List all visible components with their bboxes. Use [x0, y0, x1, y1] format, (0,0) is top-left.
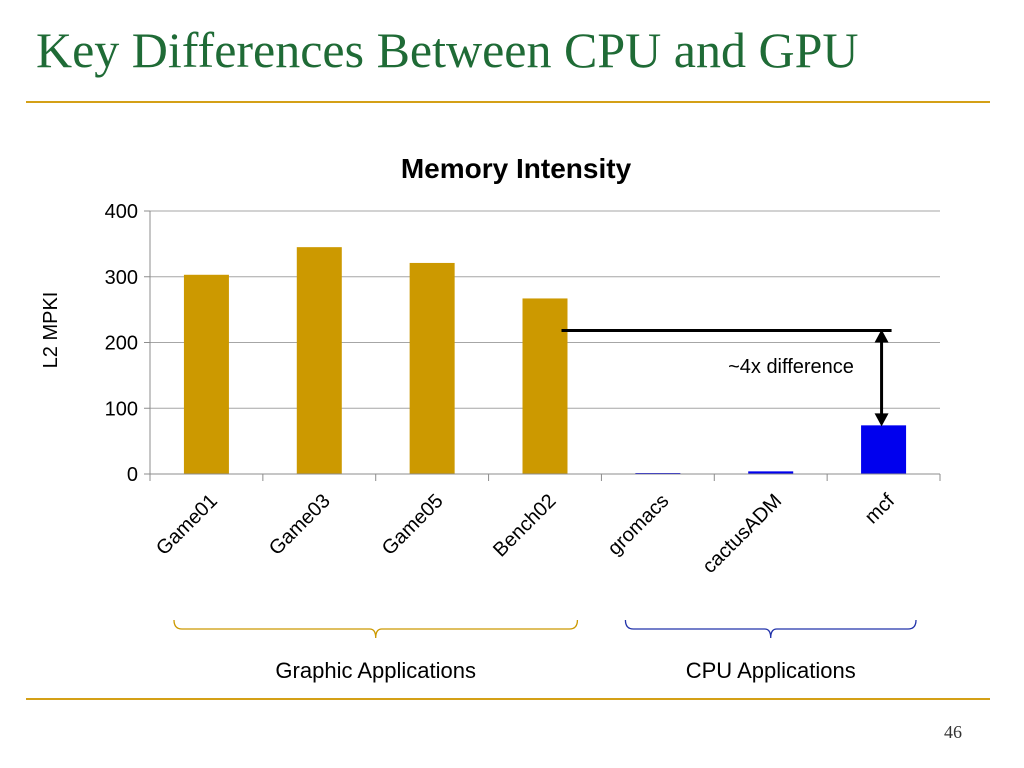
- bars: [183, 247, 907, 474]
- annotation-arrow-head-down: [874, 413, 889, 427]
- y-tick-label: 200: [105, 333, 138, 355]
- annotation: ~4x difference: [561, 328, 892, 427]
- annotation-label: ~4x difference: [728, 356, 854, 378]
- bar-Bench02: [522, 298, 568, 474]
- annotation-arrow-head-up: [874, 329, 889, 343]
- group-label-1: CPU Applications: [686, 658, 856, 683]
- category-label-Game05: Game05: [378, 490, 448, 560]
- y-axis-label: L2 MPKI: [40, 292, 62, 369]
- category-label-gromacs: gromacs: [604, 490, 674, 560]
- bar-Game01: [183, 274, 229, 474]
- y-tick-label: 400: [105, 201, 138, 223]
- y-tick-label: 0: [127, 464, 138, 486]
- category-label-mcf: mcf: [861, 490, 900, 529]
- category-label-Game01: Game01: [152, 490, 222, 560]
- category-label-Game03: Game03: [265, 490, 335, 560]
- bar-cactusADM: [748, 471, 794, 474]
- bar-mcf: [861, 425, 907, 474]
- chart-title: Memory Intensity: [401, 153, 632, 184]
- group-brace-0: [173, 619, 579, 639]
- category-label-Bench02: Bench02: [489, 490, 560, 561]
- slide-title: Key Differences Between CPU and GPU: [36, 22, 859, 78]
- category-groups: Graphic Applications CPU Applications: [173, 619, 917, 683]
- category-label-cactusADM: cactusADM: [698, 490, 786, 578]
- footer-divider: [26, 698, 990, 700]
- page-number: 46: [944, 722, 962, 742]
- title-divider: [26, 101, 990, 103]
- axes: 0 100 200 300 400 Game01 Game03 Game05 Bench02 gr…: [105, 201, 941, 578]
- group-label-0: Graphic Applications: [275, 658, 476, 683]
- bar-Game05: [409, 262, 455, 474]
- y-tick-label: 100: [105, 398, 138, 420]
- y-tick-label: 300: [105, 267, 138, 289]
- bar-Game03: [296, 247, 342, 474]
- group-brace-1: [624, 619, 917, 639]
